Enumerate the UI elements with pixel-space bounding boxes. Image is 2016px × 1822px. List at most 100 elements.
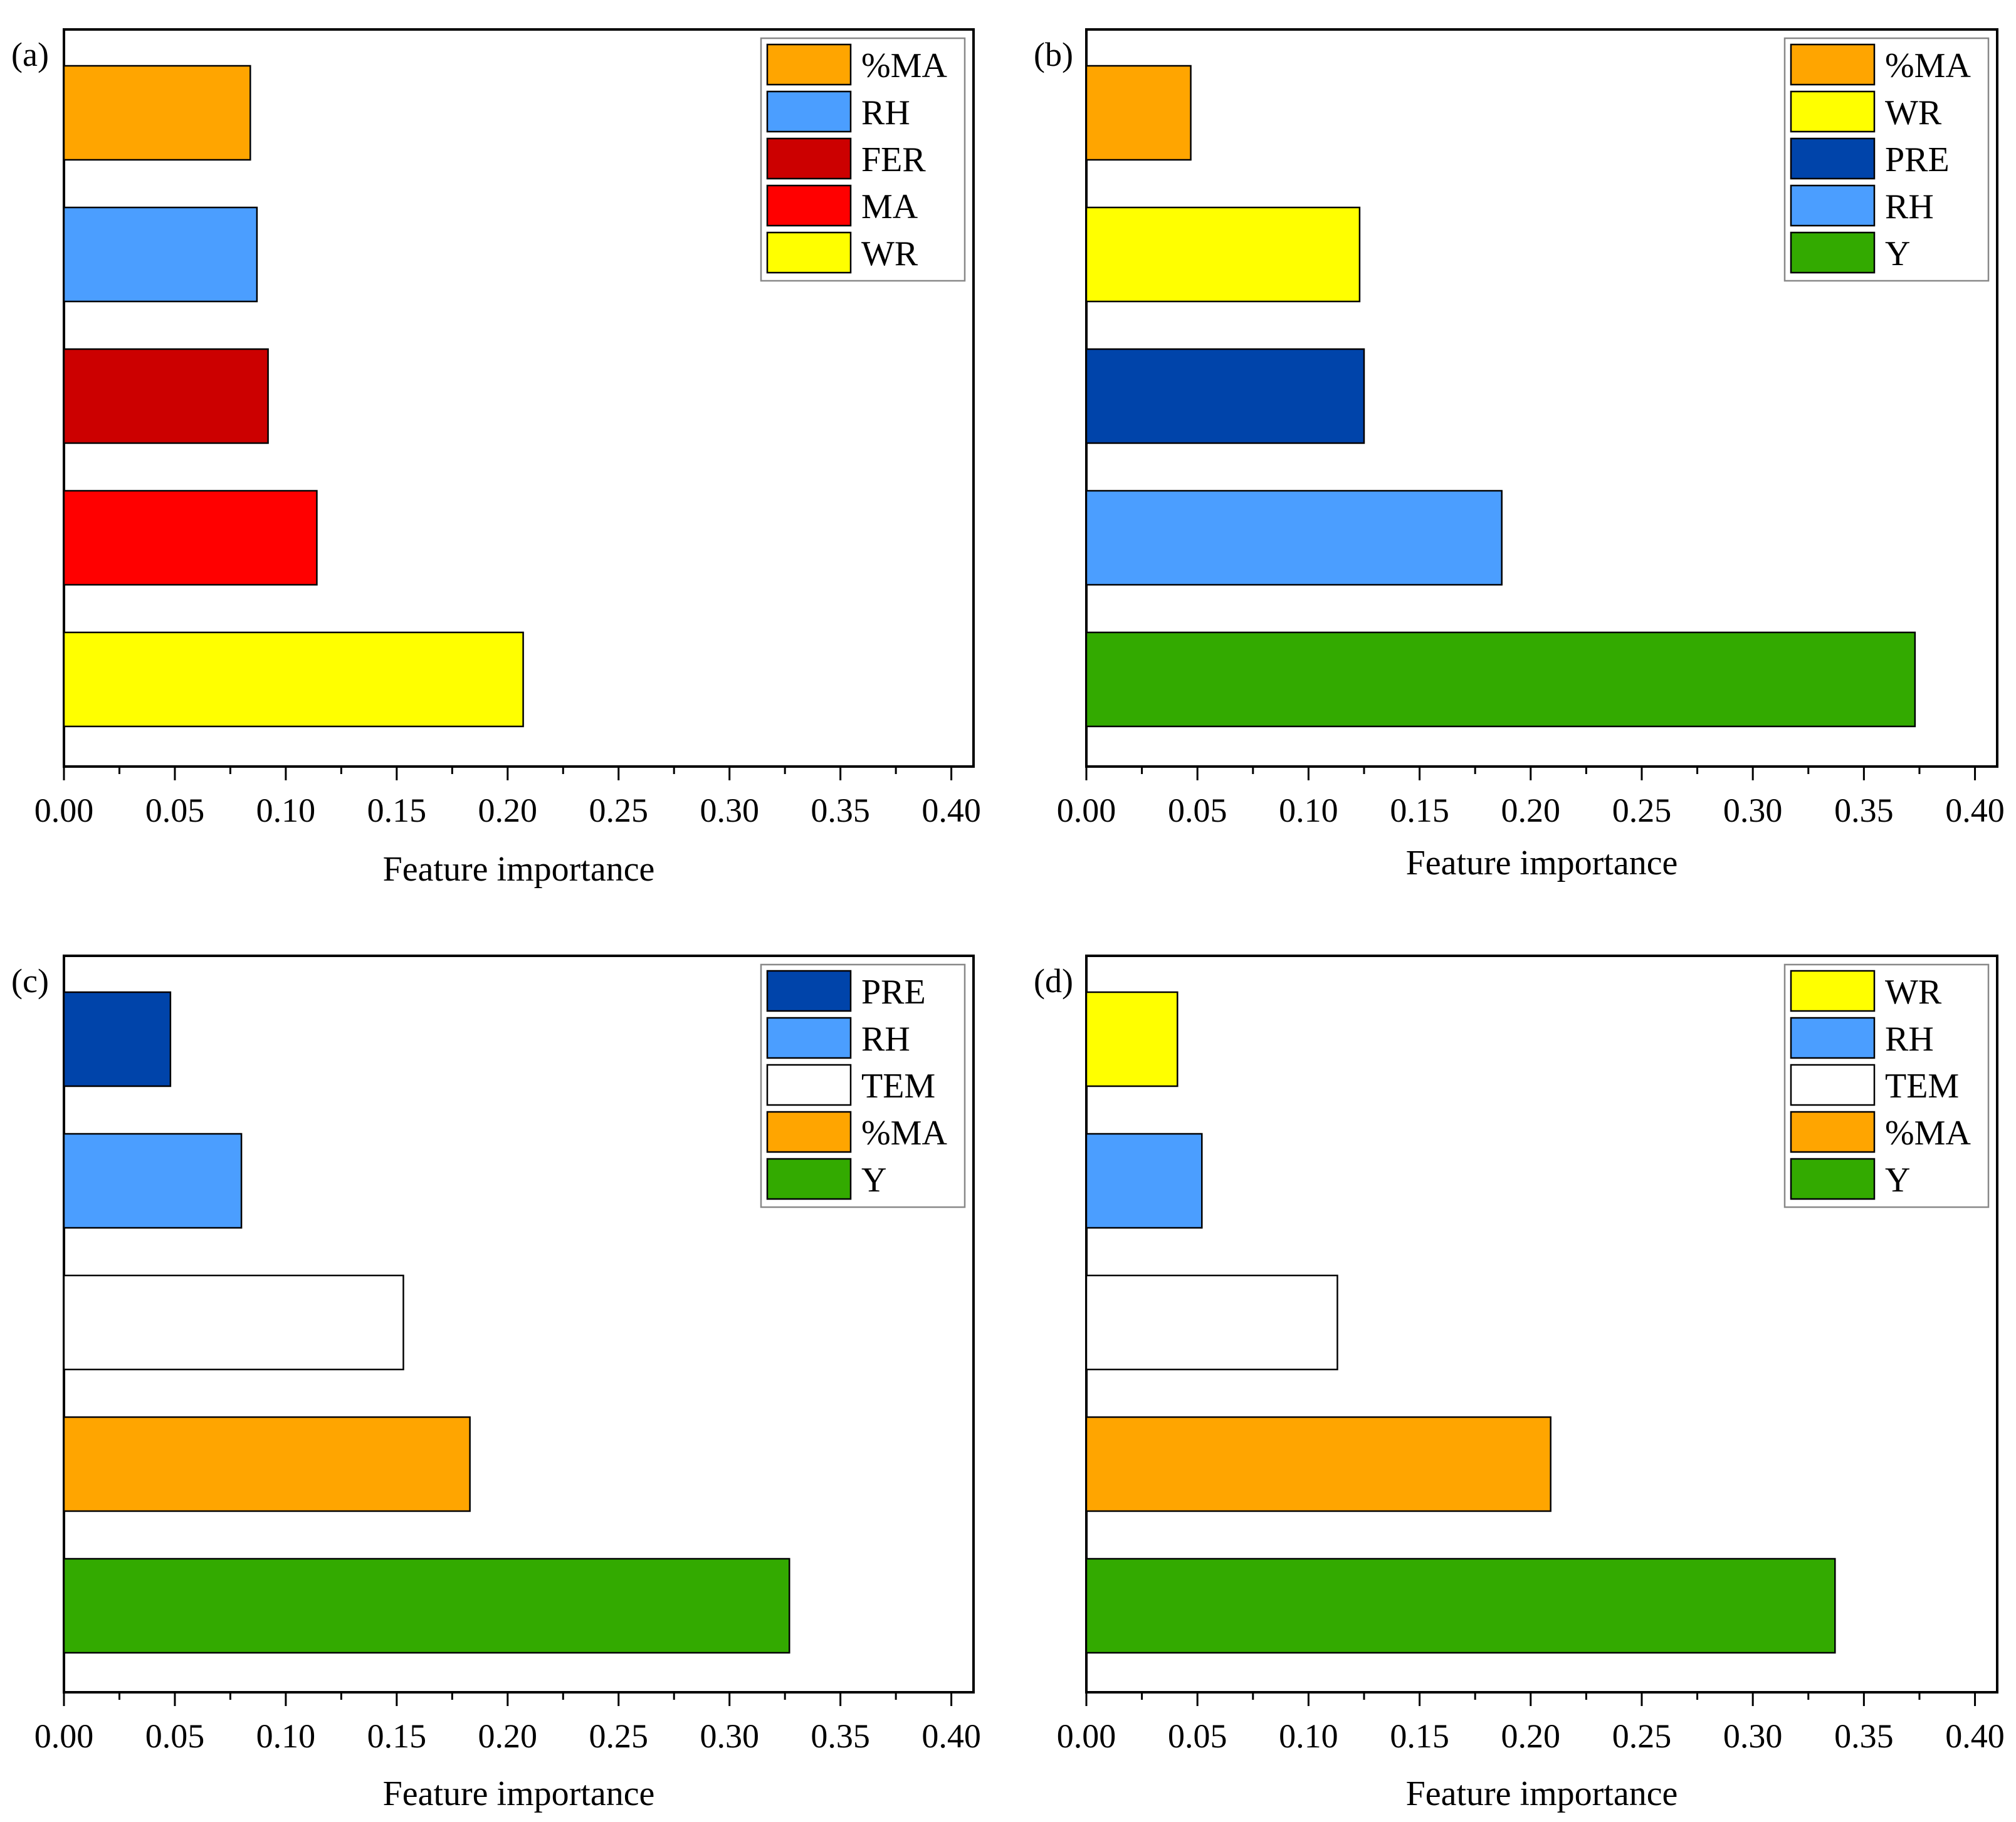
legend: PRE RH TEM %MA Y	[760, 963, 966, 1208]
bar-WR	[1085, 991, 1179, 1087]
x-tick-label: 0.15	[367, 1717, 427, 1755]
bar-FER	[63, 348, 269, 444]
x-tick-label: 0.15	[1390, 1717, 1449, 1755]
x-tick-label: 0.10	[1279, 792, 1338, 829]
legend-label-%MA: %MA	[861, 1114, 947, 1153]
x-axis-title: Feature importance	[1406, 844, 1678, 882]
x-tick-label: 0.15	[1390, 792, 1449, 829]
x-tick-label: 0.25	[1612, 1717, 1672, 1755]
x-tick-label: 0.00	[1057, 792, 1116, 829]
bar-PRE	[1085, 348, 1365, 444]
legend-swatch-%MA	[1790, 43, 1876, 86]
x-tick-label: 0.10	[1279, 1717, 1338, 1755]
legend-swatch-FER	[766, 137, 852, 180]
legend-label-RH: RH	[861, 93, 910, 132]
legend-label-Y: Y	[1885, 234, 1910, 273]
legend-label-WR: WR	[1885, 93, 1942, 132]
x-tick-label: 0.35	[1834, 1717, 1894, 1755]
panel-label: (b)	[1034, 36, 1073, 73]
x-tick-label: 0.05	[145, 792, 205, 829]
legend-swatch-PRE	[1790, 137, 1876, 180]
x-tick-label: 0.30	[1723, 792, 1783, 829]
x-tick-label: 0.00	[34, 1717, 94, 1755]
bar-RH	[63, 206, 258, 303]
legend: %MA WR PRE RH Y	[1783, 37, 1990, 282]
x-axis-title: Feature importance	[1406, 1774, 1678, 1813]
chart-panel-3: (c) 0.00 0.05 0.10 0.15 0.20 0.25 0.30 0.35 0.40 F…	[11, 955, 981, 1813]
x-tick-label: 0.25	[1612, 792, 1672, 829]
x-tick-label: 0.00	[34, 792, 94, 829]
x-tick-label: 0.40	[1945, 1717, 2005, 1755]
x-axis-title: Feature importance	[383, 850, 655, 889]
legend-swatch-RH	[766, 1017, 852, 1059]
x-tick-label: 0.30	[1723, 1717, 1783, 1755]
x-tick-label: 0.05	[1168, 1717, 1227, 1755]
bar-TEM	[63, 1274, 404, 1371]
x-tick-label: 0.15	[367, 792, 427, 829]
bar-RH	[1085, 490, 1503, 586]
legend-swatch-PRE	[766, 970, 852, 1012]
x-tick-label: 0.35	[1834, 792, 1894, 829]
x-axis-title: Feature importance	[383, 1774, 655, 1813]
legend-label-FER: FER	[861, 140, 926, 179]
legend-swatch-Y	[1790, 1158, 1876, 1200]
x-tick-label: 0.20	[1501, 1717, 1561, 1755]
x-tick-label: 0.05	[145, 1717, 205, 1755]
bar-WR	[63, 631, 524, 728]
x-tick-label: 0.40	[921, 792, 981, 829]
bar-WR	[1085, 206, 1361, 303]
legend: %MA RH FER MA WR	[760, 37, 966, 282]
x-tick-label: 0.05	[1168, 792, 1227, 829]
legend-swatch-RH	[1790, 184, 1876, 227]
panel-label: (a)	[11, 36, 49, 73]
legend-swatch-Y	[1790, 231, 1876, 274]
legend-swatch-%MA	[766, 43, 852, 86]
legend-swatch-MA	[766, 184, 852, 227]
legend-swatch-TEM	[1790, 1064, 1876, 1106]
legend-label-RH: RH	[1885, 187, 1934, 226]
x-tick-label: 0.10	[256, 1717, 316, 1755]
bar-Y	[1085, 1558, 1836, 1654]
legend-label-MA: MA	[861, 187, 918, 226]
bar-Y	[1085, 631, 1916, 728]
x-tick-label: 0.20	[478, 792, 538, 829]
bar-PRE	[63, 991, 172, 1087]
legend-label-Y: Y	[861, 1161, 886, 1200]
legend-label-WR: WR	[861, 234, 918, 273]
legend: WR RH TEM %MA Y	[1783, 963, 1990, 1208]
legend-label-TEM: TEM	[861, 1067, 935, 1106]
legend-swatch-WR	[1790, 90, 1876, 133]
chart-panel-1: (a) 0.00 0.05 0.10 0.15 0.20 0.25 0.30 0.35 0.40 F…	[11, 28, 981, 889]
legend-swatch-%MA	[766, 1111, 852, 1153]
legend-swatch-%MA	[1790, 1111, 1876, 1153]
legend-label-%MA: %MA	[1885, 46, 1971, 85]
bar-MA	[63, 490, 318, 586]
bar-RH	[63, 1133, 243, 1229]
x-tick-label: 0.25	[589, 792, 649, 829]
x-tick-label: 0.25	[589, 1717, 649, 1755]
bar-RH	[1085, 1133, 1203, 1229]
bar-TEM	[1085, 1274, 1338, 1371]
legend-label-TEM: TEM	[1885, 1067, 1959, 1106]
legend-label-%MA: %MA	[861, 46, 947, 85]
chart-panel-2: (b) 0.00 0.05 0.10 0.15 0.20 0.25 0.30 0.35 0.40 F…	[1034, 28, 2005, 882]
x-tick-label: 0.20	[478, 1717, 538, 1755]
bar-%MA	[63, 65, 251, 161]
bar-Y	[63, 1558, 790, 1654]
x-tick-label: 0.40	[921, 1717, 981, 1755]
legend-label-WR: WR	[1885, 973, 1942, 1012]
chart-panel-4: (d) 0.00 0.05 0.10 0.15 0.20 0.25 0.30 0.35 0.40 F…	[1034, 955, 2005, 1813]
x-tick-label: 0.35	[811, 1717, 870, 1755]
legend-swatch-Y	[766, 1158, 852, 1200]
x-tick-label: 0.30	[700, 1717, 759, 1755]
legend-label-%MA: %MA	[1885, 1114, 1971, 1153]
x-tick-label: 0.10	[256, 792, 316, 829]
legend-label-Y: Y	[1885, 1161, 1910, 1200]
x-tick-label: 0.20	[1501, 792, 1561, 829]
panel-label: (d)	[1034, 962, 1073, 1000]
legend-label-RH: RH	[861, 1020, 910, 1059]
legend-swatch-RH	[1790, 1017, 1876, 1059]
bar-%MA	[63, 1416, 471, 1512]
legend-label-PRE: PRE	[1885, 140, 1950, 179]
